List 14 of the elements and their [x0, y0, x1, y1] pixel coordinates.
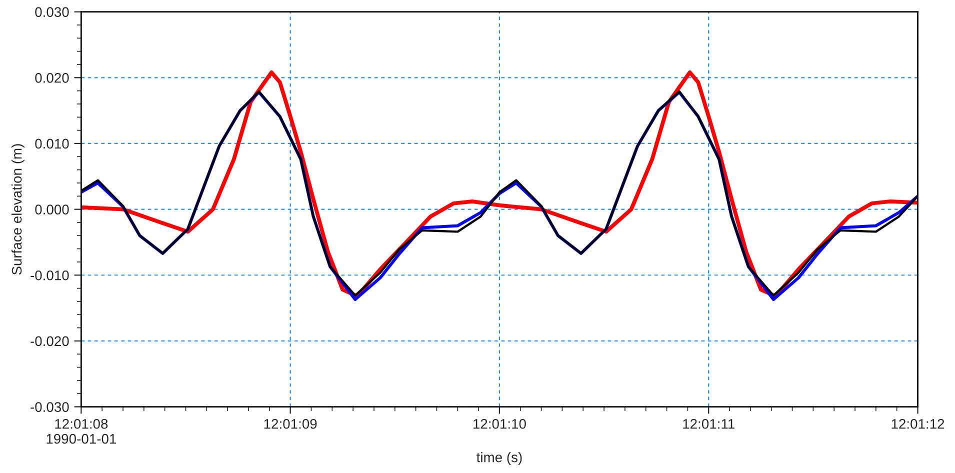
x-tick-label: 12:01:09 — [264, 418, 317, 429]
y-tick-label: -0.030 — [30, 402, 69, 412]
x-tick-label: 12:01:10 — [473, 418, 526, 429]
x-tick-label: 12:01:08 1990-01-01 — [46, 418, 116, 444]
y-axis-title: Surface elevation (m) — [11, 144, 24, 275]
x-axis-title: time (s) — [476, 452, 522, 465]
y-tick-label: 0.030 — [35, 7, 69, 17]
y-tick-label: 0.020 — [35, 72, 69, 83]
y-tick-label: 0.000 — [35, 204, 69, 214]
y-tick-label: 0.010 — [35, 138, 69, 149]
x-tick-label: 12:01:11 — [683, 418, 734, 429]
y-tick-label: -0.020 — [30, 336, 69, 346]
x-tick-label: 12:01:12 — [892, 418, 944, 429]
y-tick-label: -0.010 — [30, 270, 69, 280]
